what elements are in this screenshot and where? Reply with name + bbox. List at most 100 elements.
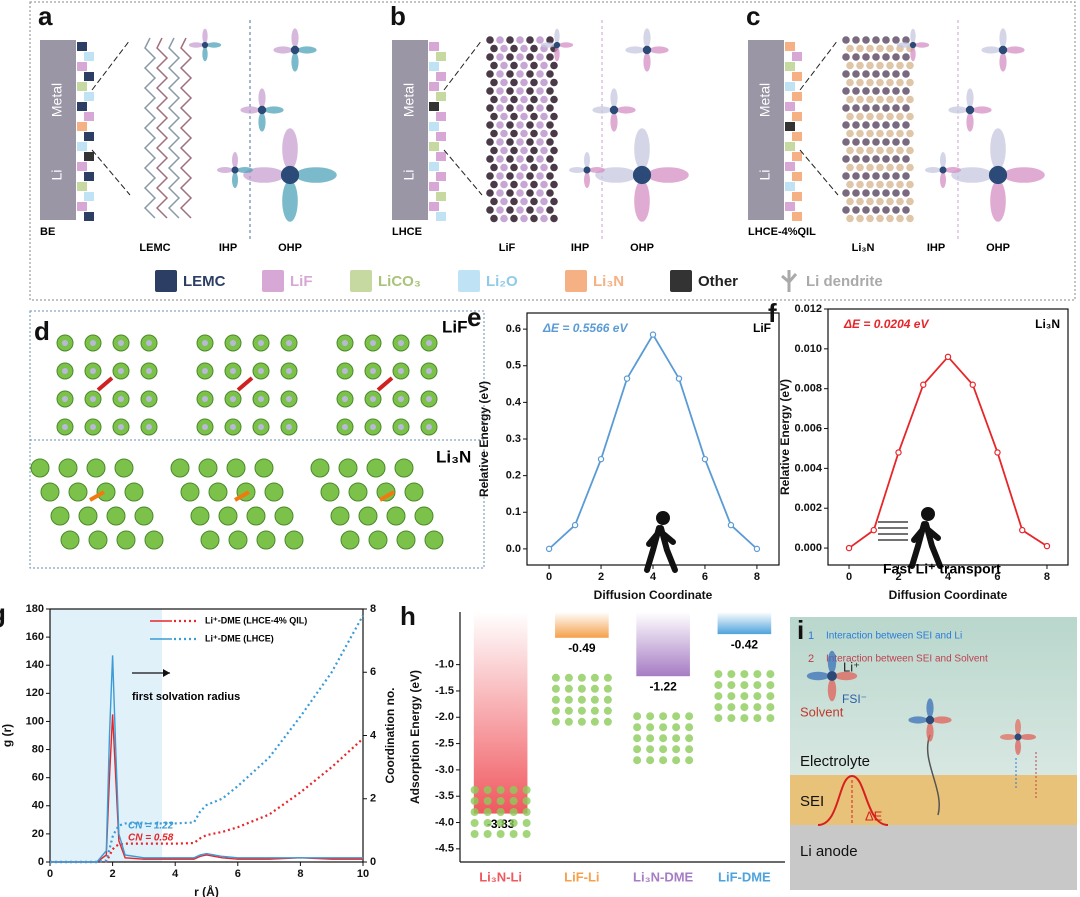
atom (358, 506, 378, 526)
lattice-atom (906, 214, 914, 223)
hop-arrow (96, 376, 114, 392)
lattice-atom (906, 112, 914, 121)
lattice-atom (530, 163, 538, 172)
solvent-lobe (1003, 167, 1045, 183)
lattice-atom (540, 112, 548, 121)
atom (426, 424, 432, 430)
region-label: Electrolyte (800, 753, 870, 770)
lattice-atom (540, 163, 548, 172)
atom (274, 506, 294, 526)
x-tick-label: 10 (357, 868, 369, 880)
lattice-atom (886, 78, 894, 87)
lattice-atom (546, 138, 554, 146)
x-tick-label: 6 (702, 571, 708, 583)
lattice-atom (872, 155, 880, 163)
lattice-atom (530, 180, 538, 189)
lattice-atom (520, 163, 528, 172)
lattice-atom (490, 44, 498, 53)
lattice-atom (882, 155, 890, 163)
lattice-atom (490, 180, 498, 189)
lattice-atom (486, 70, 494, 78)
path-arrow (926, 734, 940, 816)
lattice-atom (852, 155, 860, 163)
legend-label: Li dendrite (806, 273, 883, 290)
bar (717, 612, 772, 635)
lattice-atom (506, 87, 514, 95)
cn-line (50, 614, 364, 864)
cn-label: CN = 1.22 (128, 821, 174, 832)
solvent-lobe (258, 112, 266, 132)
sei-tile (436, 172, 446, 181)
energy-curve (848, 355, 1048, 549)
lattice-atom (530, 129, 538, 138)
solvent-lobe (647, 167, 689, 183)
atom (386, 506, 406, 526)
electrolyte-label: LHCE-4%QIL (748, 226, 816, 238)
sei-tile (77, 202, 87, 211)
data-point (944, 353, 952, 361)
solvent-lobe (634, 180, 650, 222)
solvated-ion (217, 152, 253, 188)
solvated-ion (981, 28, 1025, 72)
lattice-atom (540, 146, 548, 155)
legend-label: LiCO₃ (378, 273, 421, 290)
atom (118, 396, 124, 402)
lattice-atom (526, 87, 534, 95)
lattice-atom (842, 87, 850, 95)
atom (426, 340, 432, 346)
lattice-atom (530, 95, 538, 104)
lattice-atom (876, 78, 884, 87)
atom (258, 396, 264, 402)
lattice-atom (530, 61, 538, 70)
structure-atom (659, 745, 668, 754)
structure-atom (470, 786, 479, 794)
metal-label: Metal (49, 83, 65, 117)
y-tick-label: -4.0 (435, 816, 454, 828)
material-label: LiF (753, 321, 771, 335)
atom (90, 424, 96, 430)
lattice-atom (902, 104, 910, 112)
structure-atom (590, 673, 599, 682)
lattice-atom (902, 172, 910, 180)
data-point (920, 381, 927, 388)
atom (230, 424, 236, 430)
y-tick-label: -4.5 (435, 843, 454, 855)
lattice-atom (852, 36, 860, 44)
atom (68, 482, 88, 502)
ohp-label: OHP (630, 242, 654, 254)
lattice-atom (862, 121, 870, 129)
lattice-atom (520, 112, 528, 121)
lattice-atom (536, 189, 544, 197)
sei-tile (792, 172, 802, 181)
lattice-atom (496, 121, 504, 129)
ion-core (609, 105, 619, 115)
lattice-atom (892, 138, 900, 146)
structure-atom (577, 684, 586, 693)
atom (254, 458, 274, 478)
solvent-lobe (966, 112, 974, 132)
sei-tile (429, 42, 439, 51)
x-tick-label: 8 (754, 571, 760, 583)
lattice-atom (500, 146, 508, 155)
lattice-atom (520, 180, 528, 189)
lattice-atom (846, 95, 854, 104)
lattice-atom (510, 78, 518, 87)
structure-atom (483, 830, 492, 838)
structure-atom (672, 745, 681, 754)
lattice-atom (490, 214, 498, 223)
lattice-atom (906, 163, 914, 172)
solvent-lobe (1015, 739, 1021, 755)
structure-atom (659, 756, 668, 765)
solvent-lobe (237, 167, 253, 173)
sei-tile (77, 122, 87, 131)
annotation: ΔE = 0.0204 eV (843, 317, 929, 331)
lattice-atom (490, 78, 498, 87)
sei-tile (84, 92, 94, 101)
structure-atom (509, 786, 518, 794)
lattice-atom (882, 87, 890, 95)
x-tick-label: LiF-DME (718, 869, 771, 884)
structure-atom (522, 830, 531, 838)
lattice-atom (856, 78, 864, 87)
atom (342, 424, 348, 430)
value-label: -0.49 (568, 641, 596, 655)
